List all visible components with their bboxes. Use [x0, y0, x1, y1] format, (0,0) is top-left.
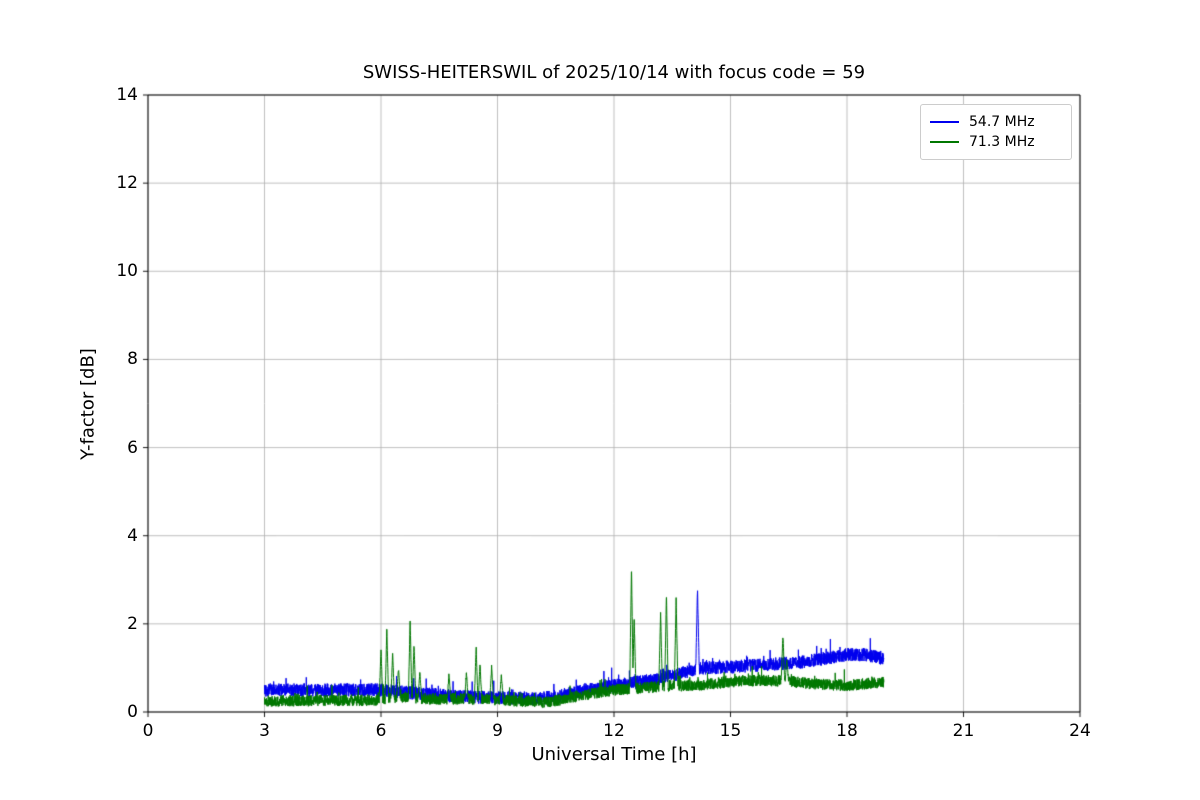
chart-title: SWISS-HEITERSWIL of 2025/10/14 with focu… — [362, 62, 866, 83]
x-tick-label: 18 — [836, 721, 858, 741]
y-tick-label: 8 — [127, 349, 138, 370]
y-tick-label: 0 — [127, 702, 138, 722]
legend-label-71-3-mhz: 71.3 MHz — [969, 134, 1035, 150]
x-tick-label: 0 — [142, 721, 154, 741]
x-axis-label: Universal Time [h] — [531, 744, 697, 765]
x-tick-label: 9 — [492, 721, 503, 741]
x-tick-label: 6 — [375, 721, 387, 741]
x-tick-label: 15 — [719, 721, 742, 741]
legend-line-blue — [930, 121, 959, 123]
legend-item-54-7-mhz: 54.7 MHz — [930, 112, 1061, 132]
legend: 54.7 MHz 71.3 MHz — [920, 104, 1072, 160]
x-tick-label: 12 — [603, 721, 625, 741]
y-tick-label: 4 — [127, 525, 138, 546]
legend-line-green — [930, 141, 959, 143]
y-tick-label: 14 — [116, 85, 138, 105]
legend-label-54-7-mhz: 54.7 MHz — [969, 114, 1035, 130]
y-tick-label: 10 — [116, 261, 138, 282]
y-tick-label: 2 — [127, 613, 138, 634]
y-tick-label: 12 — [116, 173, 138, 194]
y-tick-label: 6 — [127, 437, 138, 458]
x-tick-label: 24 — [1069, 721, 1091, 741]
x-tick-label: 3 — [259, 721, 270, 741]
x-tick-label: 21 — [952, 721, 975, 741]
legend-item-71-3-mhz: 71.3 MHz — [930, 132, 1061, 152]
